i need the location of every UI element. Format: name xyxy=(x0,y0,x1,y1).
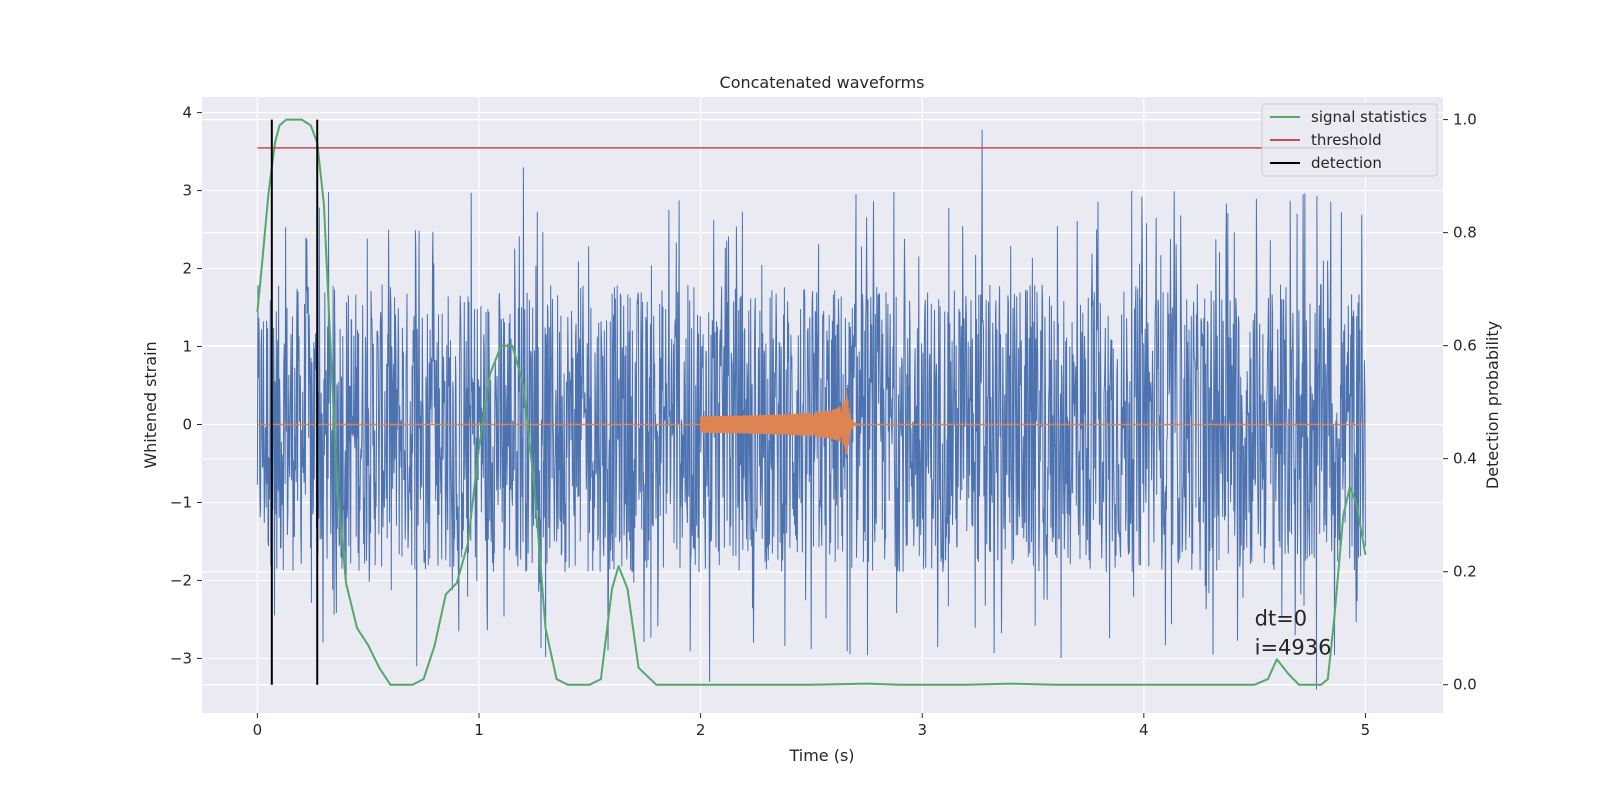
ticks: 0 1 2 3 4 5 −3 −2 −1 0 1 2 3 4 0.0 0.2 0.4 0.6 0.8 1.0 xyxy=(170,104,1477,739)
overlay-series xyxy=(256,118,1367,686)
y-tick-label-left: 4 xyxy=(182,104,192,122)
y-axis-label-right: Detection probability xyxy=(1483,321,1502,489)
y-tick-label-left: 1 xyxy=(182,338,192,356)
y-axis-label-left: Whitened strain xyxy=(141,341,160,468)
injected-signal-line xyxy=(257,389,1366,455)
y-tick-label-right: 0.2 xyxy=(1453,563,1477,581)
y-tick-label-left: 0 xyxy=(182,415,192,433)
y-tick-label-right: 0.0 xyxy=(1453,676,1477,694)
strain-series xyxy=(256,129,1366,690)
x-tick-label: 5 xyxy=(1361,721,1371,739)
x-tick-label: 2 xyxy=(696,721,706,739)
y-tick-label-right: 0.6 xyxy=(1453,337,1477,355)
x-tick-label: 4 xyxy=(1139,721,1149,739)
legend: signal statistics threshold detection xyxy=(1261,103,1438,177)
y-tick-label-left: −2 xyxy=(170,571,192,589)
chart-title: Concatenated waveforms xyxy=(720,73,925,92)
y-tick-label-left: 3 xyxy=(182,182,192,200)
x-tick-label: 3 xyxy=(917,721,927,739)
y-tick-label-right: 0.4 xyxy=(1453,450,1477,468)
x-tick-label: 1 xyxy=(474,721,484,739)
strain-line xyxy=(256,129,1366,690)
y-tick-label-left: 2 xyxy=(182,260,192,278)
legend-label-threshold: threshold xyxy=(1311,131,1382,149)
y-tick-label-right: 0.8 xyxy=(1453,224,1477,242)
injected-signal-series xyxy=(257,389,1366,455)
y-tick-label-left: −1 xyxy=(170,493,192,511)
y-tick-label-left: −3 xyxy=(170,649,192,667)
legend-label-signal-statistics: signal statistics xyxy=(1311,108,1427,126)
legend-label-detection: detection xyxy=(1311,154,1382,172)
annotation-text: dt=0 xyxy=(1255,607,1308,631)
signal-statistics-line xyxy=(256,118,1367,686)
x-axis-label: Time (s) xyxy=(788,746,854,765)
legend-box xyxy=(1261,103,1438,177)
annotations: dt=0 i=4936 xyxy=(1255,607,1332,660)
x-tick-label: 0 xyxy=(253,721,263,739)
annotation-text: i=4936 xyxy=(1255,636,1332,660)
y-tick-label-right: 1.0 xyxy=(1453,111,1477,129)
